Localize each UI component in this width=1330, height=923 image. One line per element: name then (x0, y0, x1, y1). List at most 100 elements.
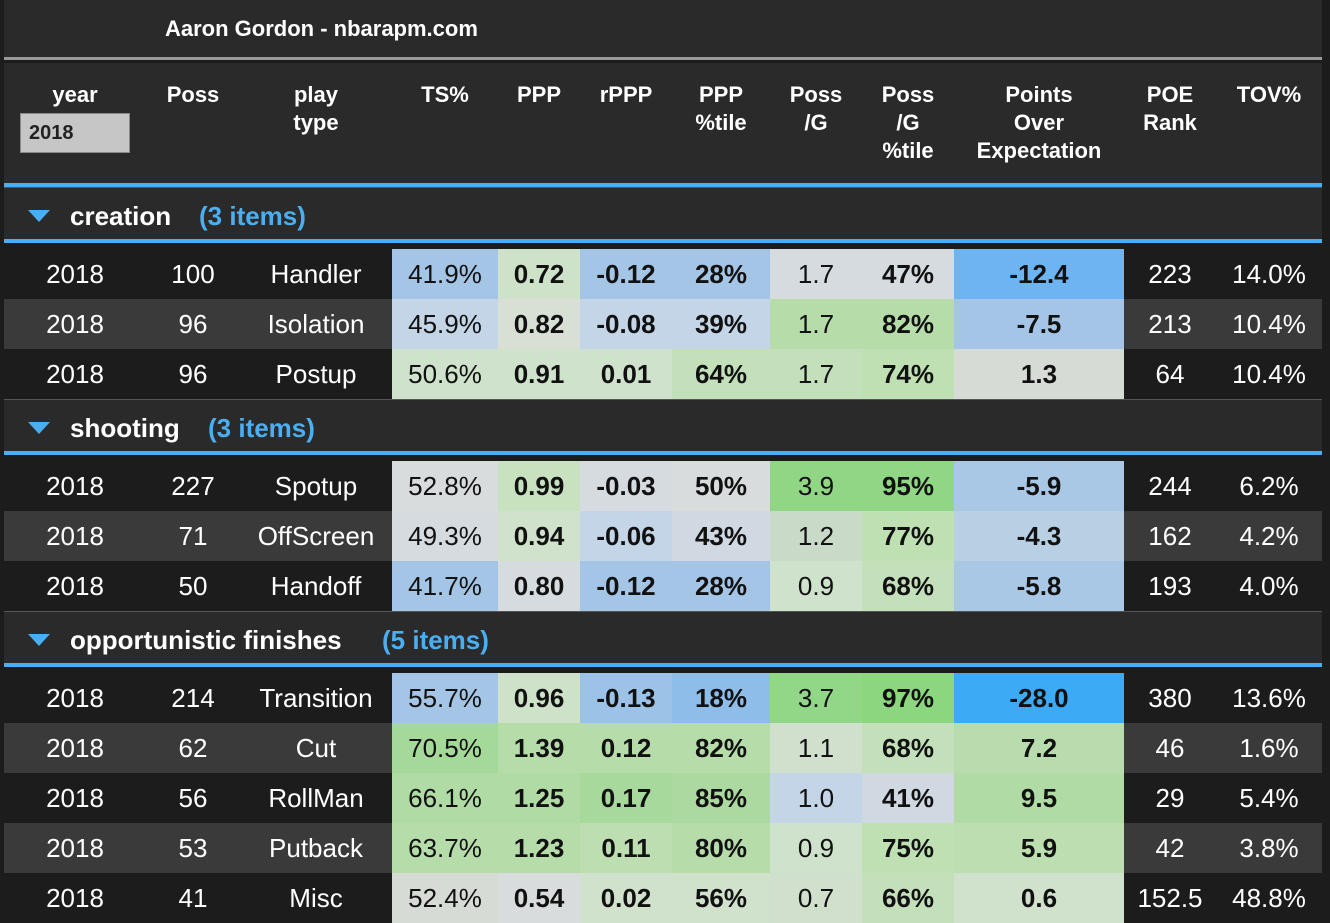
cell-ts: 63.7% (392, 823, 498, 873)
cell-ppp-pct: 50% (672, 461, 770, 511)
table-row[interactable]: 2018 214 Transition 55.7% 0.96 -0.13 18% 3.7 97%… (4, 673, 1322, 723)
cell-rppp: -0.08 (580, 299, 672, 349)
header-poss-g[interactable]: Poss /G (789, 82, 843, 135)
cell-ts: 41.7% (392, 561, 498, 611)
cell-ts: 41.9% (392, 249, 498, 299)
header-poss[interactable]: Poss (166, 82, 220, 107)
cell-poe: -5.9 (954, 461, 1124, 511)
cell-ppp: 1.23 (498, 823, 580, 873)
cell-ppp: 0.91 (498, 349, 580, 399)
cell-rppp: 0.12 (580, 723, 672, 773)
group-header[interactable]: opportunistic finishes (5 items) (4, 611, 1322, 667)
table-header: year Poss play type TS% PPP rPPP PPP %ti… (4, 63, 1322, 187)
cell-ppp-pct: 85% (672, 773, 770, 823)
cell-ts: 52.8% (392, 461, 498, 511)
header-rppp[interactable]: rPPP (599, 82, 653, 107)
cell-rank: 42 (1155, 833, 1185, 863)
cell-ppp-pct: 82% (672, 723, 770, 773)
header-tov[interactable]: TOV% (1236, 82, 1302, 107)
title-bar: Aaron Gordon - nbarapm.com (4, 0, 1322, 60)
cell-type: OffScreen (257, 521, 375, 551)
header-poss-g-pct[interactable]: Poss /G %tile (881, 82, 935, 163)
cell-tov: 6.2% (1239, 471, 1299, 501)
group-header[interactable]: shooting (3 items) (4, 399, 1322, 455)
cell-poss-g-pct: 47% (862, 249, 954, 299)
cell-poss-g: 3.9 (770, 461, 862, 511)
cell-rank: 46 (1155, 733, 1185, 763)
cell-poe: -12.4 (954, 249, 1124, 299)
cell-year: 2018 (46, 733, 104, 763)
cell-year: 2018 (46, 471, 104, 501)
cell-ppp-pct: 56% (672, 873, 770, 923)
header-poe-rank[interactable]: POE Rank (1143, 82, 1197, 135)
cell-poe: 7.2 (954, 723, 1124, 773)
cell-ppp: 0.99 (498, 461, 580, 511)
header-ppp[interactable]: PPP (516, 82, 562, 107)
cell-rank: 244 (1148, 471, 1192, 501)
group-name: creation (70, 201, 172, 231)
cell-rank: 64 (1155, 359, 1185, 389)
cell-ts: 66.1% (392, 773, 498, 823)
cell-tov: 4.0% (1239, 571, 1299, 601)
collapse-triangle-icon[interactable] (28, 210, 50, 222)
group-name: shooting (70, 413, 180, 443)
cell-poss: 71 (178, 521, 208, 551)
cell-rank: 152.5 (1137, 883, 1203, 913)
collapse-triangle-icon[interactable] (28, 634, 50, 646)
cell-year: 2018 (46, 883, 104, 913)
collapse-triangle-icon[interactable] (28, 422, 50, 434)
cell-poe: -4.3 (954, 511, 1124, 561)
cell-type: Spotup (274, 471, 358, 501)
table-row[interactable]: 2018 56 RollMan 66.1% 1.25 0.17 85% 1.0 41% 9.5 29… (4, 773, 1322, 823)
header-play-type[interactable]: play type (293, 82, 339, 135)
cell-type: RollMan (268, 783, 364, 813)
cell-poss-g: 1.7 (770, 349, 862, 399)
table-row[interactable]: 2018 96 Isolation 45.9% 0.82 -0.08 39% 1.7 82% -7… (4, 299, 1322, 349)
table-row[interactable]: 2018 227 Spotup 52.8% 0.99 -0.03 50% 3.9 95% -5.9… (4, 461, 1322, 511)
cell-type: Putback (269, 833, 363, 863)
group-count: (3 items) (199, 201, 306, 231)
cell-ppp: 1.25 (498, 773, 580, 823)
cell-rppp: -0.12 (580, 561, 672, 611)
cell-type: Postup (275, 359, 357, 389)
year-filter-input[interactable] (20, 113, 130, 153)
cell-poss-g-pct: 41% (862, 773, 954, 823)
cell-ppp: 0.94 (498, 511, 580, 561)
page-title: Aaron Gordon - nbarapm.com (165, 16, 478, 41)
table-row[interactable]: 2018 50 Handoff 41.7% 0.80 -0.12 28% 0.9 68% -5.8… (4, 561, 1322, 611)
group-header[interactable]: creation (3 items) (4, 187, 1322, 243)
table-row[interactable]: 2018 71 OffScreen 49.3% 0.94 -0.06 43% 1.2 77% -4… (4, 511, 1322, 561)
header-year[interactable]: year (52, 82, 98, 107)
cell-type: Misc (289, 883, 343, 913)
header-poe[interactable]: Points Over Expectation (976, 82, 1102, 163)
cell-poss: 50 (178, 571, 208, 601)
cell-ppp-pct: 80% (672, 823, 770, 873)
table-row[interactable]: 2018 62 Cut 70.5% 1.39 0.12 82% 1.1 68% 7.2 46 1.6% (4, 723, 1322, 773)
cell-poss-g: 1.7 (770, 299, 862, 349)
cell-ppp-pct: 43% (672, 511, 770, 561)
cell-poss-g-pct: 68% (862, 561, 954, 611)
cell-tov: 1.6% (1239, 733, 1299, 763)
cell-year: 2018 (46, 783, 104, 813)
cell-tov: 3.8% (1239, 833, 1299, 863)
header-ts[interactable]: TS% (421, 82, 469, 107)
cell-tov: 5.4% (1239, 783, 1299, 813)
cell-poe: 9.5 (954, 773, 1124, 823)
cell-poe: -5.8 (954, 561, 1124, 611)
cell-poss: 53 (178, 833, 208, 863)
table-row[interactable]: 2018 53 Putback 63.7% 1.23 0.11 80% 0.9 75% 5.9 42… (4, 823, 1322, 873)
cell-rppp: 0.02 (580, 873, 672, 923)
cell-poss-g: 0.9 (770, 823, 862, 873)
cell-poss: 96 (178, 359, 208, 389)
cell-rppp: -0.13 (580, 673, 672, 723)
cell-ts: 49.3% (392, 511, 498, 561)
table-row[interactable]: 2018 96 Postup 50.6% 0.91 0.01 64% 1.7 74% 1.3 64 1… (4, 349, 1322, 399)
header-ppp-pct[interactable]: PPP %tile (695, 82, 747, 135)
cell-ppp: 0.54 (498, 873, 580, 923)
cell-poe: 1.3 (954, 349, 1124, 399)
cell-tov: 10.4% (1232, 359, 1306, 389)
cell-year: 2018 (46, 259, 104, 289)
table-row[interactable]: 2018 41 Misc 52.4% 0.54 0.02 56% 0.7 66% 0.6 152.5… (4, 873, 1322, 923)
table-row[interactable]: 2018 100 Handler 41.9% 0.72 -0.12 28% 1.7 47% -12… (4, 249, 1322, 299)
cell-year: 2018 (46, 683, 104, 713)
